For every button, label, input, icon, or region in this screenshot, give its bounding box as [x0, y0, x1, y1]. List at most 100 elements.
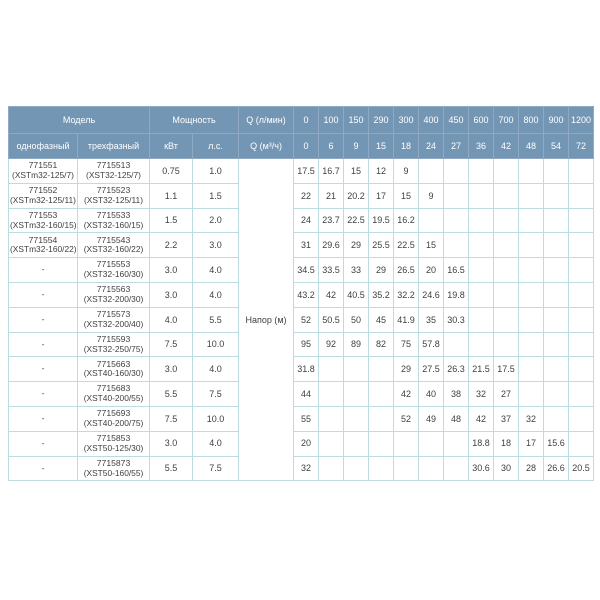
single-phase-id: - [41, 338, 45, 349]
head-value [518, 257, 545, 283]
head-value: 25.5 [368, 232, 395, 259]
kw-value: 5.5 [149, 455, 193, 482]
head-value [493, 232, 520, 259]
head-value: 21 [318, 182, 345, 209]
head-value [368, 430, 395, 457]
head-value [543, 232, 570, 259]
single-phase-model-cell: 771554 (XSTm32-160/22) [8, 232, 78, 259]
three-phase-model-cell: 7715853 (XST50-125/30) [77, 430, 150, 457]
flow-m3h-value: 24 [418, 133, 445, 159]
head-value [318, 381, 345, 407]
head-value: 27.5 [418, 356, 445, 383]
single-phase-model-cell: - [8, 356, 78, 383]
head-value: 43.2 [293, 281, 320, 308]
head-value: 49 [418, 405, 445, 432]
three-phase-id: 7715533 [96, 209, 131, 220]
flow-m3h-value: 6 [318, 133, 345, 159]
head-value: 9 [393, 158, 420, 184]
three-phase-id: 7715693 [96, 408, 131, 419]
head-value: 26.6 [543, 455, 570, 482]
flow-lmin-value: 1200 [568, 106, 595, 134]
head-value [418, 158, 445, 184]
head-value: 38 [443, 381, 470, 407]
head-value [418, 455, 445, 482]
single-phase-id: 771553 [28, 209, 58, 220]
single-phase-id: - [41, 388, 45, 399]
head-value: 23.7 [318, 207, 345, 234]
head-value [543, 381, 570, 407]
head-value [343, 405, 370, 432]
three-phase-model-cell: 7715523 (XST32-125/11) [77, 182, 150, 209]
kw-value: 4.0 [149, 306, 193, 333]
head-value: 52 [393, 405, 420, 432]
head-value [418, 430, 445, 457]
head-value [318, 455, 345, 482]
flow-lmin-value: 600 [468, 106, 495, 134]
head-value [443, 455, 470, 482]
single-phase-model-cell: - [8, 331, 78, 358]
head-value [443, 331, 470, 358]
head-value: 95 [293, 331, 320, 358]
power-header: Мощность [148, 106, 240, 134]
three-phase-id: 7715513 [96, 160, 131, 171]
head-value [468, 207, 495, 234]
single-phase-id: - [41, 412, 45, 423]
three-phase-model-cell: 7715873 (XST50-160/55) [77, 455, 150, 482]
head-value: 37 [493, 405, 520, 432]
hp-value: 4.0 [191, 281, 240, 308]
flow-lmin-value: 900 [543, 106, 570, 134]
single-phase-code: (XSTm32-160/15) [10, 219, 77, 230]
head-value: 29 [393, 356, 420, 383]
single-phase-model-cell: 771551 (XSTm32-125/7) [8, 158, 78, 184]
table-row: -7715553 (XST32-160/30) 3.0 4.0 34.5 33.5 33 29… [8, 257, 595, 283]
head-value: 52 [293, 306, 320, 333]
single-phase-model-cell: 771553 (XSTm32-160/15) [8, 207, 78, 234]
head-value: 32.2 [393, 281, 420, 308]
head-value: 16.2 [393, 207, 420, 234]
head-value: 20 [293, 430, 320, 457]
head-value: 31 [293, 232, 320, 259]
head-value: 27 [493, 381, 520, 407]
head-value [343, 356, 370, 383]
hp-value: 5.5 [191, 306, 240, 333]
head-value: 22.5 [393, 232, 420, 259]
head-value [343, 381, 370, 407]
head-value: 35.2 [368, 281, 395, 308]
head-value [468, 281, 495, 308]
flow-lmin-value: 100 [318, 106, 345, 134]
head-value [543, 257, 570, 283]
flow-m3h-value: 0 [293, 133, 320, 159]
head-value [568, 356, 595, 383]
head-value: 15 [343, 158, 370, 184]
head-value [518, 158, 545, 184]
three-phase-model-cell: 7715693 (XST40-200/75) [77, 405, 150, 432]
table-row: -7715873 (XST50-160/55) 5.5 7.5 32 30.6 30 28 26… [8, 455, 595, 482]
head-value [443, 182, 470, 209]
three-phase-id: 7715563 [96, 284, 131, 295]
head-value [468, 306, 495, 333]
single-phase-id: 771551 [28, 160, 58, 171]
single-phase-model-cell: - [8, 455, 78, 482]
head-value [318, 405, 345, 432]
three-phase-code: (XST32-160/22) [83, 244, 144, 255]
single-phase-id: - [41, 288, 45, 299]
head-value [468, 331, 495, 358]
head-value: 19.5 [368, 207, 395, 234]
single-phase-id: - [41, 462, 45, 473]
head-value [568, 207, 595, 234]
head-value [493, 182, 520, 209]
single-phase-model-cell: - [8, 306, 78, 333]
head-value: 15 [418, 232, 445, 259]
head-value [568, 430, 595, 457]
kw-value: 3.0 [149, 430, 193, 457]
flow-lmin-value: 700 [493, 106, 520, 134]
table-row: -7715563 (XST32-200/30) 3.0 4.0 43.2 42 40.5 35… [8, 281, 595, 308]
head-value [443, 430, 470, 457]
three-phase-code: (XST32-125/7) [86, 170, 141, 180]
model-header: Модель [8, 106, 150, 134]
head-value: 30.6 [468, 455, 495, 482]
head-value [468, 158, 495, 184]
head-value: 20.5 [568, 455, 595, 482]
kw-value: 3.0 [149, 257, 193, 283]
table-row: -7715683 (XST40-200/55) 5.5 7.5 44 42 40 38 32 27 [8, 381, 595, 407]
